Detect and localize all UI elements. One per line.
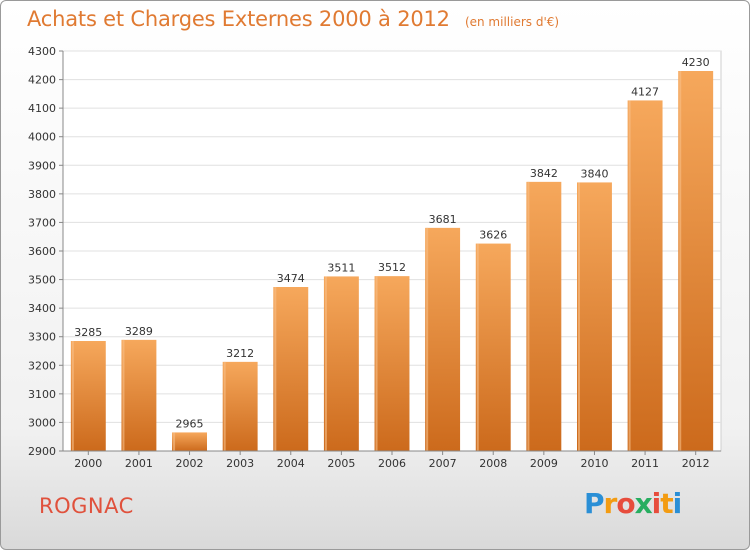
logo-letter: x <box>634 487 653 520</box>
bar-value-label: 3212 <box>226 347 254 360</box>
logo-letter: i <box>672 487 683 520</box>
x-tick-label: 2007 <box>429 457 457 470</box>
y-tick-label: 2900 <box>28 445 56 458</box>
y-tick-label: 3700 <box>28 216 56 229</box>
y-tick-label: 3500 <box>28 274 56 287</box>
y-tick-label: 3300 <box>28 331 56 344</box>
y-tick-label: 4300 <box>28 45 56 58</box>
y-tick-label: 3400 <box>28 302 56 315</box>
bar <box>323 276 359 451</box>
axis-layer: 2900 3000 3100 3200 3300 3400 3500 3600 3700 3800… <box>28 45 721 470</box>
bar <box>222 361 258 451</box>
y-tick-label: 4100 <box>28 102 56 115</box>
y-tick-label: 4200 <box>28 74 56 87</box>
bar-highlight <box>476 243 479 451</box>
logo-letter: o <box>616 487 635 520</box>
bar-value-label: 3474 <box>277 272 305 285</box>
bar <box>121 339 157 451</box>
bar-value-label: 3626 <box>479 229 507 242</box>
x-tick-label: 2004 <box>277 457 305 470</box>
bar <box>526 181 562 451</box>
y-tick-label: 3600 <box>28 245 56 258</box>
bar-value-label: 3840 <box>580 167 608 180</box>
bar-highlight <box>375 276 378 451</box>
bar-value-label: 3842 <box>530 167 558 180</box>
bar <box>70 341 106 451</box>
bar-highlight <box>122 339 125 451</box>
bar-highlight <box>324 276 327 451</box>
chart-subtitle: (en milliers d'€) <box>464 15 560 29</box>
y-tick-label: 3900 <box>28 159 56 172</box>
x-tick-label: 2010 <box>580 457 608 470</box>
x-tick-label: 2006 <box>378 457 406 470</box>
bar <box>374 276 410 451</box>
logo-letter: r <box>603 487 618 520</box>
x-tick-label: 2000 <box>74 457 102 470</box>
bar-highlight <box>577 182 580 451</box>
x-tick-label: 2002 <box>176 457 204 470</box>
x-tick-label: 2005 <box>327 457 355 470</box>
chart-title: Achats et Charges Externes 2000 à 2012 <box>27 7 450 31</box>
x-tick-label: 2011 <box>631 457 659 470</box>
bar <box>273 287 309 451</box>
bar-value-label: 3285 <box>74 326 102 339</box>
x-tick-label: 2003 <box>226 457 254 470</box>
x-tick-label: 2001 <box>125 457 153 470</box>
x-tick-label: 2009 <box>530 457 558 470</box>
label-layer: 3285 3289 2965 3212 3474 3511 3512 3681 3626 3842… <box>74 56 709 430</box>
y-tick-label: 3100 <box>28 388 56 401</box>
bar <box>475 243 511 451</box>
x-tick-label: 2008 <box>479 457 507 470</box>
bar <box>172 432 208 451</box>
y-tick-label: 3800 <box>28 188 56 201</box>
bar-value-label: 2965 <box>176 417 204 430</box>
bar-highlight <box>173 432 176 451</box>
title-row: Achats et Charges Externes 2000 à 2012 (… <box>27 7 559 31</box>
bar-highlight <box>274 287 277 451</box>
logo-letter: t <box>660 487 673 520</box>
commune-name: ROGNAC <box>39 494 134 518</box>
bar <box>576 182 612 451</box>
bar-value-label: 3681 <box>429 213 457 226</box>
bar-value-label: 4230 <box>682 56 710 69</box>
y-tick-label: 3000 <box>28 416 56 429</box>
proxiti-logo[interactable]: Proxiti <box>584 487 683 520</box>
bar-value-label: 3289 <box>125 325 153 338</box>
y-tick-label: 4000 <box>28 131 56 144</box>
bar-highlight <box>628 100 631 451</box>
bar-value-label: 4127 <box>631 85 659 98</box>
logo-letter: i <box>651 487 662 520</box>
bar <box>425 227 461 451</box>
bar-value-label: 3512 <box>378 261 406 274</box>
bar-highlight <box>426 227 429 451</box>
bar-highlight <box>71 341 74 451</box>
x-tick-label: 2012 <box>682 457 710 470</box>
bar-highlight <box>223 361 226 451</box>
bar-highlight <box>679 71 682 451</box>
bar-highlight <box>527 181 530 451</box>
bar <box>678 71 714 451</box>
bar <box>627 100 663 451</box>
y-tick-label: 3200 <box>28 359 56 372</box>
logo-letter: P <box>584 487 605 520</box>
bar-layer <box>70 71 714 451</box>
bar-value-label: 3511 <box>327 261 355 274</box>
